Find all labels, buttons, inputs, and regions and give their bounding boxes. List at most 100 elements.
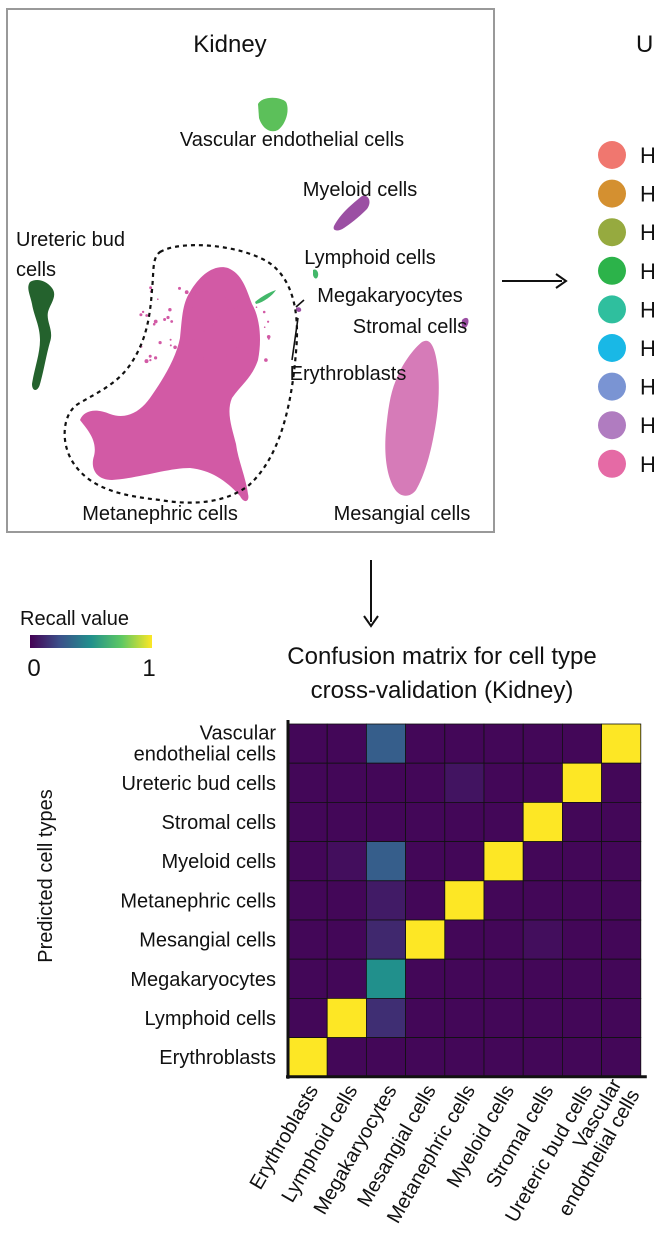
- heatmap-cell: [601, 841, 642, 882]
- speckle-dot: [267, 337, 270, 340]
- y-tick-label: Vascular endothelial cells: [134, 723, 277, 766]
- speckle-dot: [263, 326, 266, 329]
- myeloid-cluster: [333, 195, 370, 231]
- speckle-dot: [195, 314, 199, 318]
- legend-text-fragment: H: [640, 452, 654, 477]
- speckle-dot: [234, 311, 239, 315]
- heatmap-cell: [483, 723, 524, 764]
- megakaryocyte-cluster: [296, 307, 302, 312]
- speckle-dot: [210, 336, 214, 340]
- y-tick-label: Mesangial cells: [139, 930, 276, 952]
- heatmap-cell: [483, 919, 524, 960]
- heatmap-cell: [405, 880, 446, 921]
- chart-title-line1: Confusion matrix for cell type: [287, 643, 596, 670]
- speckle-dot: [148, 354, 152, 358]
- legend-dot: [598, 411, 626, 440]
- label-stromal: Stromal cells: [353, 316, 467, 338]
- speckle-dot: [236, 347, 240, 350]
- heatmap-cell: [522, 880, 563, 921]
- speckle-dot: [192, 338, 196, 343]
- heatmap-cell: [601, 998, 642, 1039]
- legend-text-fragment: H: [640, 182, 654, 207]
- speckle-dot: [154, 356, 158, 360]
- ureteric-cluster: [28, 280, 55, 390]
- heatmap-cell: [326, 919, 367, 960]
- heatmap-cell: [562, 762, 603, 803]
- heatmap-cell: [365, 1037, 406, 1078]
- label-mesangial: Mesangial cells: [334, 503, 471, 525]
- heatmap-cell: [287, 762, 328, 803]
- heatmap-cell: [444, 762, 485, 803]
- speckle-dot: [211, 324, 214, 326]
- speckle-dot: [144, 359, 149, 364]
- heatmap-cell: [483, 998, 524, 1039]
- heatmap-cell: [326, 998, 367, 1039]
- heatmap-cell: [287, 998, 328, 1039]
- speckle-dot: [219, 291, 223, 295]
- heatmap-cell: [444, 880, 485, 921]
- vascular-cluster: [258, 97, 288, 132]
- speckle-dot: [202, 330, 205, 332]
- heatmap-titles: Confusion matrix for cell type cross-val…: [35, 643, 597, 963]
- speckle-dot: [169, 344, 172, 347]
- speckle-dot: [267, 320, 270, 323]
- heatmap-cell: [522, 919, 563, 960]
- speckle-dot: [139, 313, 143, 317]
- heatmap-cell: [365, 998, 406, 1039]
- heatmap-cell: [365, 841, 406, 882]
- y-tick-label: Megakaryocytes: [130, 969, 276, 991]
- heatmap: [286, 720, 647, 1079]
- heatmap-cell: [483, 1037, 524, 1078]
- speckle-dot: [157, 298, 159, 301]
- mesangial-cluster: [385, 340, 439, 496]
- legend-dot: [598, 372, 626, 401]
- speckle-dot: [166, 315, 170, 320]
- speckle-dot: [168, 308, 172, 312]
- heatmap-cell: [444, 841, 485, 882]
- heatmap-cell: [562, 880, 603, 921]
- speckle-dot: [264, 358, 268, 362]
- heatmap-cell: [483, 841, 524, 882]
- heatmap-cell: [444, 998, 485, 1039]
- speckle-dot: [255, 306, 258, 309]
- heatmap-cell: [483, 802, 524, 843]
- y-tick-label: Erythroblasts: [159, 1047, 276, 1069]
- y-tick-label: Stromal cells: [162, 812, 276, 834]
- heatmap-cell: [365, 919, 406, 960]
- speckle-dot: [226, 307, 229, 310]
- lymphoid-sliver: [255, 290, 276, 304]
- heatmap-cell: [287, 723, 328, 764]
- heatmap-cell: [365, 802, 406, 843]
- legend-dot: [598, 256, 626, 285]
- heatmap-cell: [365, 723, 406, 764]
- y-tick-label: Ureteric bud cells: [121, 773, 276, 795]
- speckle-dot: [178, 286, 181, 290]
- legend-text-fragment: H: [640, 413, 654, 438]
- speckle-dot: [195, 290, 200, 294]
- heatmap-cell: [405, 841, 446, 882]
- legend-dot: [598, 141, 626, 169]
- speckle-dot: [224, 354, 227, 357]
- legend-dot: [598, 179, 626, 208]
- heatmap-cell: [444, 919, 485, 960]
- speckle-dot: [233, 305, 238, 310]
- heatmap-cell: [601, 762, 642, 803]
- heatmap-cell: [405, 958, 446, 999]
- heatmap-cell: [326, 802, 367, 843]
- y-tick-labels: Vascular endothelial cells Ureteric bud ce…: [120, 723, 276, 1070]
- speckle-dot: [189, 299, 193, 303]
- speckle-dot: [152, 322, 156, 326]
- heatmap-cell: [601, 958, 642, 999]
- speckle-dot: [173, 345, 177, 350]
- speckle-dot: [210, 311, 213, 314]
- speckle-dot: [197, 361, 202, 366]
- heatmap-cell: [562, 998, 603, 1039]
- speckle-dot: [149, 359, 152, 362]
- heatmap-cell: [483, 958, 524, 999]
- heatmap-cell: [326, 841, 367, 882]
- speckle-dot: [266, 335, 271, 339]
- heatmap-cell: [601, 802, 642, 843]
- heatmap-cell: [405, 998, 446, 1039]
- heatmap-cell: [326, 1037, 367, 1078]
- legend-text-fragment: H: [640, 375, 654, 400]
